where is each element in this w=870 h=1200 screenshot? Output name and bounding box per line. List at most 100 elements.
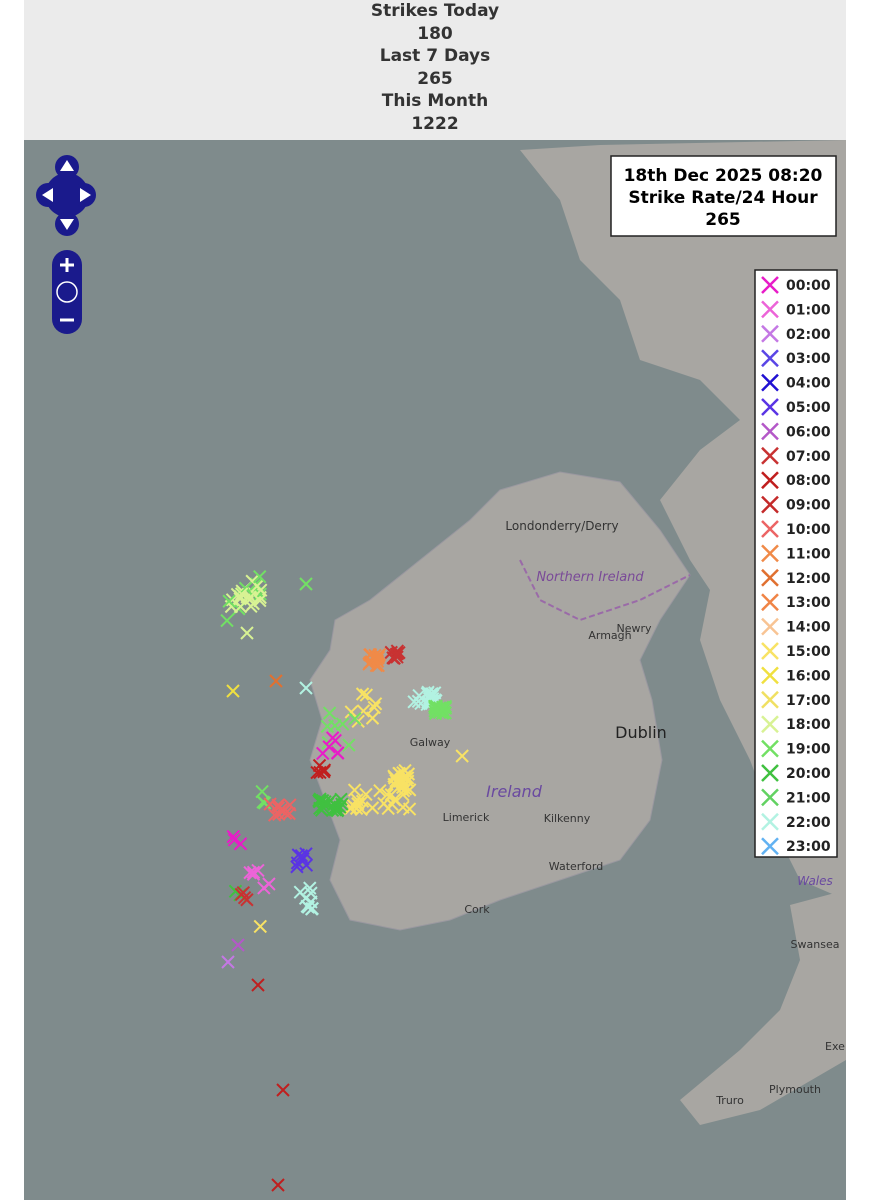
strike xyxy=(243,865,257,880)
stat-label: Strikes Today xyxy=(370,1,500,21)
legend-swatch xyxy=(761,788,779,807)
strike xyxy=(355,687,370,701)
strike xyxy=(222,594,236,608)
place-label: Plymouth xyxy=(769,1083,821,1096)
strike xyxy=(380,787,394,802)
legend-label: 17:00 xyxy=(786,693,831,709)
strike xyxy=(251,978,265,992)
timestamp: 18th Dec 2025 08:20 xyxy=(624,166,823,186)
stat-value: 180 xyxy=(417,23,453,44)
strike xyxy=(330,746,345,760)
place-label: Swansea xyxy=(791,938,840,951)
strike xyxy=(240,893,254,907)
strike xyxy=(323,793,337,808)
legend-swatch xyxy=(761,568,779,587)
stats-header: Strikes Today 180 Last 7 Days 265 This Month… xyxy=(24,0,846,140)
legend-swatch xyxy=(761,520,779,538)
place-label: Truro xyxy=(715,1094,744,1107)
strike xyxy=(390,646,405,661)
place-label: Galway xyxy=(410,736,451,749)
place-label: Exe xyxy=(825,1040,845,1053)
legend-label: 03:00 xyxy=(786,351,831,367)
strike xyxy=(303,881,317,895)
legend-label: 09:00 xyxy=(786,498,831,514)
strike xyxy=(367,700,381,715)
strike xyxy=(271,1178,285,1192)
stat-value: 1222 xyxy=(411,113,459,134)
legend-swatch xyxy=(761,276,779,294)
strike xyxy=(254,583,268,597)
strike xyxy=(349,801,364,816)
strike xyxy=(385,797,399,811)
place-label: Waterford xyxy=(549,860,603,873)
stat-label: This Month xyxy=(381,91,489,112)
strike xyxy=(269,674,283,688)
strike xyxy=(253,569,267,584)
strike xyxy=(253,919,267,934)
legend-label: 04:00 xyxy=(786,376,831,392)
strike xyxy=(371,651,385,665)
legend-label: 23:00 xyxy=(786,839,831,855)
nav-control[interactable] xyxy=(36,155,96,236)
strike xyxy=(334,792,348,807)
strike xyxy=(255,784,269,799)
strike xyxy=(365,801,380,815)
legend-swatch xyxy=(761,690,779,709)
strike xyxy=(344,705,359,719)
legend-swatch xyxy=(761,544,779,563)
legend-swatch xyxy=(761,617,779,636)
legend-label: 18:00 xyxy=(786,717,831,733)
strike xyxy=(227,833,241,847)
legend-label: 21:00 xyxy=(786,790,831,806)
strike xyxy=(290,860,304,874)
strike xyxy=(246,867,261,881)
legend-swatch xyxy=(761,422,779,441)
legend-label: 19:00 xyxy=(786,742,831,758)
strike xyxy=(435,702,450,716)
place-label: Cork xyxy=(464,903,490,916)
strike xyxy=(402,802,417,816)
strike xyxy=(313,765,327,780)
rate-value: 265 xyxy=(705,210,741,230)
strike xyxy=(365,711,380,725)
place-label: Northern Ireland xyxy=(536,570,644,585)
legend-swatch xyxy=(761,642,779,660)
strike xyxy=(322,706,337,720)
strike xyxy=(276,1083,290,1097)
strike xyxy=(342,738,356,752)
legend-label: 08:00 xyxy=(786,473,831,489)
legend-swatch xyxy=(761,373,779,392)
legend-swatch xyxy=(761,715,779,734)
place-label: Kilkenny xyxy=(544,812,591,825)
strike xyxy=(233,592,247,606)
strike xyxy=(294,848,309,863)
legend-swatch xyxy=(761,349,779,368)
strike xyxy=(267,808,282,822)
rate-label: Strike Rate/24 Hour xyxy=(628,188,818,208)
strikes xyxy=(220,569,469,1192)
legend-swatch xyxy=(761,666,779,685)
strike xyxy=(335,797,349,811)
strike xyxy=(246,865,261,880)
legend-label: 06:00 xyxy=(786,424,831,440)
legend-swatch xyxy=(761,739,779,758)
legend-swatch xyxy=(761,398,779,416)
place-label: Londonderry/Derry xyxy=(505,519,618,533)
legend-swatch xyxy=(761,471,779,490)
strike xyxy=(372,647,387,662)
strike xyxy=(317,765,331,779)
strike xyxy=(316,746,330,761)
legend-label: 10:00 xyxy=(786,522,831,538)
legend-swatch xyxy=(761,812,779,831)
strike xyxy=(238,581,253,596)
place-label: Ireland xyxy=(486,782,543,801)
strike xyxy=(387,777,401,792)
strike xyxy=(226,684,240,698)
legend-swatch xyxy=(761,495,779,514)
strike xyxy=(330,803,345,818)
legend-label: 16:00 xyxy=(786,668,831,684)
zoom-control[interactable] xyxy=(52,250,82,334)
strike xyxy=(244,599,258,614)
